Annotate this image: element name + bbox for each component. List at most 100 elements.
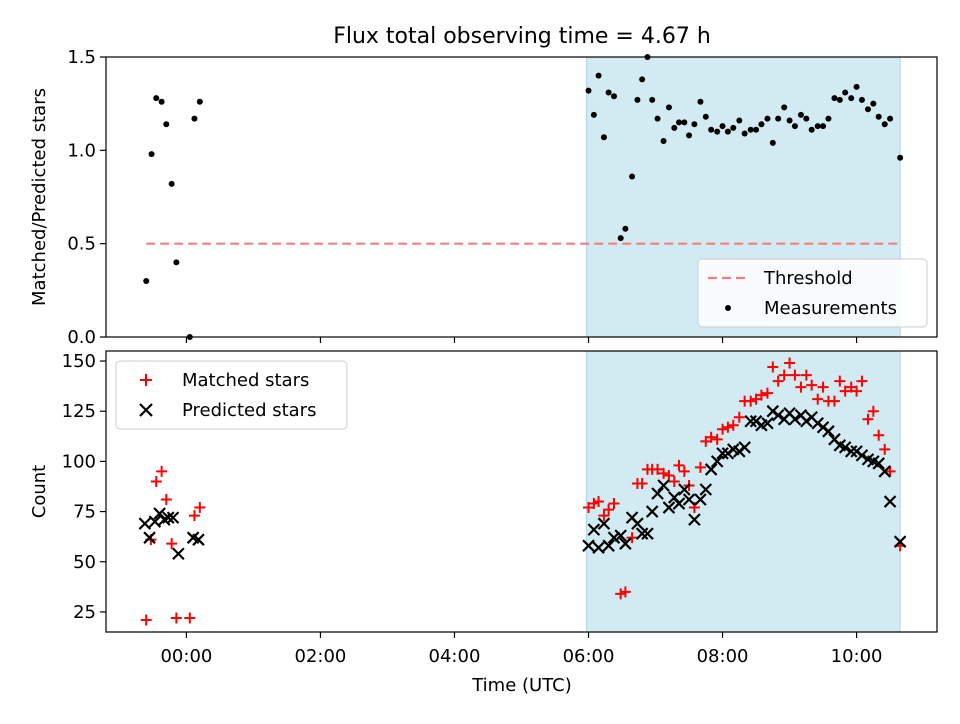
predicted-point — [710, 455, 724, 468]
predicted-point — [631, 517, 644, 530]
data-point — [842, 89, 849, 96]
matched-point — [194, 502, 206, 514]
data-point — [168, 180, 175, 187]
legend-label: Threshold — [763, 268, 853, 289]
data-point — [836, 96, 843, 103]
data-point — [600, 134, 607, 141]
legend: Matched stars Predicted stars — [115, 360, 348, 430]
data-point — [870, 100, 877, 107]
matched-point — [789, 369, 801, 381]
x-tick-label: 04:00 — [429, 646, 481, 667]
data-point — [775, 115, 782, 122]
predicted-point — [716, 447, 729, 460]
data-point — [858, 96, 865, 103]
data-point — [163, 121, 170, 128]
predicted-point — [672, 497, 686, 510]
data-point — [590, 111, 597, 118]
data-point — [660, 138, 667, 144]
legend-predicted-swatch — [139, 403, 153, 417]
matched-point — [598, 510, 610, 522]
y-tick-label: 0.0 — [67, 327, 96, 348]
ratio-panel: 0.0 0.5 1.0 1.5 Matched/Predicted stars Thres… — [29, 47, 938, 348]
matched-point — [745, 395, 757, 407]
predicted-point — [822, 425, 835, 438]
predicted-point — [582, 539, 595, 552]
data-point — [803, 115, 810, 122]
legend-label: Measurements — [764, 298, 897, 319]
data-point — [617, 235, 624, 242]
predicted-point — [883, 495, 897, 508]
axes-frame — [105, 56, 938, 338]
matched-point — [184, 612, 196, 624]
predicted-point — [678, 483, 691, 496]
matched-point — [727, 419, 739, 431]
x-tick-label: 08:00 — [697, 646, 749, 667]
data-point — [697, 98, 704, 105]
predicted-point — [614, 529, 627, 542]
data-point — [148, 151, 155, 158]
data-point — [686, 132, 693, 139]
y-axis-label: Matched/Predicted stars — [29, 88, 50, 306]
predicted-point — [587, 523, 601, 536]
matched-point — [588, 498, 600, 510]
data-point — [853, 83, 860, 90]
predicted-point — [704, 463, 718, 476]
legend-box — [115, 360, 348, 430]
predicted-point — [682, 493, 696, 506]
predicted-point — [143, 531, 156, 544]
matched-point — [828, 395, 840, 407]
data-point — [622, 225, 629, 232]
predicted-point — [662, 501, 676, 514]
data-point — [736, 117, 743, 124]
matched-point — [795, 381, 807, 393]
matched-point — [652, 463, 664, 475]
series-predicted-stars — [138, 404, 907, 560]
series-matched-stars — [140, 357, 906, 626]
data-point — [791, 123, 798, 130]
matched-point — [873, 429, 885, 441]
data-point — [708, 126, 715, 133]
predicted-point — [138, 517, 152, 530]
data-point — [610, 93, 617, 100]
matched-point — [636, 477, 648, 489]
matched-point — [140, 614, 152, 626]
matched-point — [673, 459, 685, 471]
matched-point — [767, 361, 779, 373]
matched-point — [160, 494, 172, 506]
matched-point — [188, 510, 200, 522]
predicted-point — [162, 511, 175, 524]
legend-box — [697, 258, 928, 328]
predicted-point — [166, 511, 180, 524]
data-point — [781, 104, 788, 111]
predicted-point — [872, 457, 885, 470]
data-point — [191, 115, 198, 122]
x-tick-label: 06:00 — [563, 646, 615, 667]
data-point — [675, 119, 682, 126]
matched-point — [884, 465, 896, 477]
axes-frame — [105, 350, 938, 633]
predicted-point — [592, 541, 605, 554]
matched-point — [784, 357, 796, 369]
data-point — [649, 96, 656, 103]
matched-point — [722, 421, 734, 433]
count-panel: 25 50 75 100 125 150 00:00 02:00 04:00 06:00 08:00… — [29, 350, 938, 667]
matched-point — [755, 389, 767, 401]
x-axis-label: Time (UTC) — [471, 675, 572, 696]
legend-label: Matched stars — [182, 370, 309, 391]
predicted-point — [855, 449, 869, 462]
matched-point — [150, 475, 162, 487]
y-tick-label: 50 — [73, 552, 96, 573]
data-point — [605, 89, 612, 96]
matched-point — [166, 538, 178, 550]
data-point — [881, 121, 888, 128]
matched-point — [705, 431, 717, 443]
data-point — [714, 128, 721, 135]
predicted-point — [172, 547, 185, 560]
matched-point — [778, 369, 790, 381]
data-point — [665, 104, 672, 111]
y-tick-label: 1.0 — [67, 140, 96, 161]
data-point — [897, 154, 904, 161]
y-tick-label: 25 — [73, 602, 96, 623]
data-point — [671, 124, 678, 131]
